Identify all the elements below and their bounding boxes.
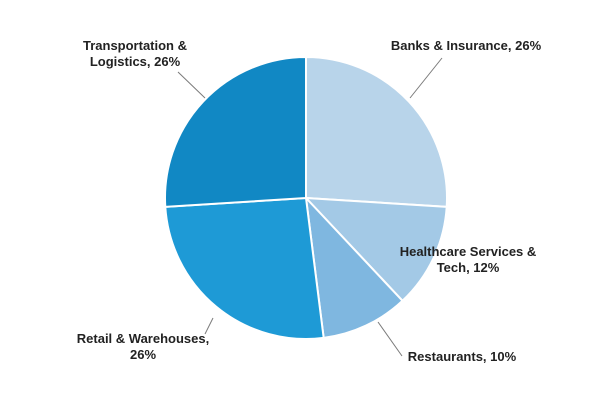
- slice-label: Healthcare Services & Tech, 12%: [400, 244, 537, 275]
- slice-labels: Banks & Insurance, 26% Healthcare Service…: [77, 38, 542, 364]
- slice-label: Banks & Insurance, 26%: [391, 38, 542, 53]
- slice-label: Retail & Warehouses, 26%: [77, 331, 209, 362]
- leader-line: [204, 317, 214, 335]
- leader-line: [377, 321, 403, 357]
- slice-label: Restaurants, 10%: [408, 349, 517, 364]
- pie-slice-restaurants: [304, 195, 404, 340]
- leader-line: [409, 57, 443, 99]
- leader-line: [177, 71, 206, 99]
- pie-slice-retail-warehouses: [164, 196, 325, 340]
- pie-slices: [164, 55, 448, 340]
- slice-label: Transportation & Logistics, 26%: [83, 38, 187, 69]
- pie-slice-transportation-logistics: [164, 55, 307, 208]
- pie-slice-banks-insurance: [305, 55, 448, 208]
- pie-slice-healthcare-services-tech: [303, 196, 448, 303]
- leader-lines: [177, 57, 443, 357]
